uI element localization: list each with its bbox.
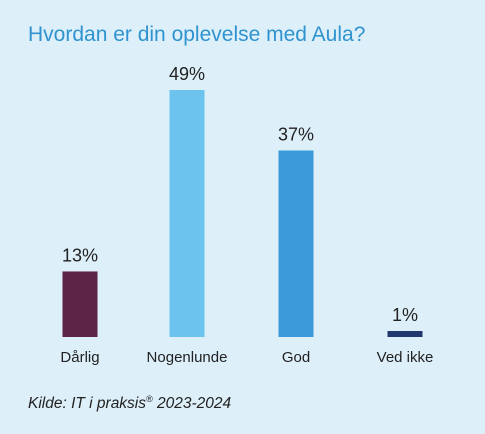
bar-dårlig: [62, 271, 98, 337]
source-years: 2023-2024: [152, 395, 232, 413]
category-label: God: [282, 349, 310, 366]
bar-nogenlunde: [169, 90, 205, 337]
bar-god: [278, 150, 314, 337]
value-label: 1%: [392, 305, 418, 325]
value-label: 13%: [62, 245, 98, 265]
source-prefix: Kilde: IT i praksis: [28, 395, 147, 413]
category-label: Nogenlunde: [147, 349, 228, 366]
bar-ved-ikke: [387, 331, 423, 337]
chart-title: Hvordan er din oplevelse med Aula?: [28, 23, 366, 46]
category-label: Ved ikke: [377, 349, 434, 366]
source-caption: Kilde: IT i praksis® 2023-2024: [28, 394, 231, 413]
category-label: Dårlig: [60, 349, 99, 366]
value-label: 37%: [278, 124, 314, 144]
registered-mark: ®: [146, 394, 153, 404]
value-label: 49%: [169, 64, 205, 84]
